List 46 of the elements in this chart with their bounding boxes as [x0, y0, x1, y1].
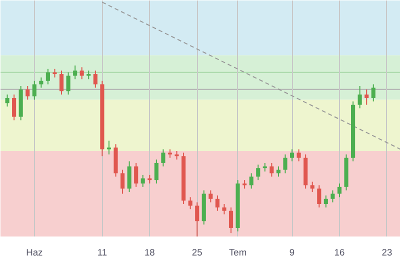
candlestick: [296, 148, 301, 162]
candlestick: [310, 181, 314, 193]
candlestick: [208, 190, 213, 203]
candlestick: [290, 148, 294, 162]
candlestick: [317, 184, 322, 208]
candlestick: [5, 94, 10, 108]
candlestick: [249, 172, 254, 190]
candlestick: [12, 94, 16, 121]
x-tick-label: 11: [97, 248, 108, 258]
candlestick: [161, 148, 166, 167]
candlestick: [364, 88, 369, 106]
candlestick: [140, 174, 145, 188]
candlestick: [324, 194, 328, 208]
candlestick: [66, 72, 70, 96]
candlestick: [283, 154, 288, 174]
candlestick: [228, 206, 234, 234]
candlestick: [106, 140, 112, 155]
candlestick: [80, 66, 84, 80]
candlestick: [188, 196, 192, 210]
candlestick: [222, 204, 226, 215]
candlestick: [59, 70, 64, 96]
candlestick: [46, 68, 50, 85]
candlestick: [154, 159, 158, 184]
candlestick: [256, 164, 260, 181]
x-tick-label: 9: [289, 248, 295, 258]
x-tick-label: 16: [334, 248, 345, 258]
candlestick: [26, 86, 30, 100]
candlestick: [337, 182, 342, 198]
x-tick-label: 25: [192, 248, 202, 258]
candlestick: [120, 169, 125, 194]
candlestick: [134, 162, 138, 188]
candlestick: [195, 202, 200, 236]
candlestick: [215, 194, 220, 212]
candlestick: [270, 162, 274, 178]
x-tick-label: 23: [382, 248, 392, 258]
candlestick: [32, 80, 36, 100]
candlestick: [330, 190, 335, 203]
candlestick: [73, 64, 78, 80]
x-tick-label: Haz: [26, 248, 44, 258]
candlestick: [127, 160, 132, 193]
x-tick-label: Tem: [228, 248, 247, 258]
x-tick-label: 18: [144, 248, 155, 258]
candlestick: [93, 70, 98, 88]
candlestick: [371, 84, 376, 102]
candlestick: [39, 76, 44, 88]
candlestick: [358, 86, 362, 109]
